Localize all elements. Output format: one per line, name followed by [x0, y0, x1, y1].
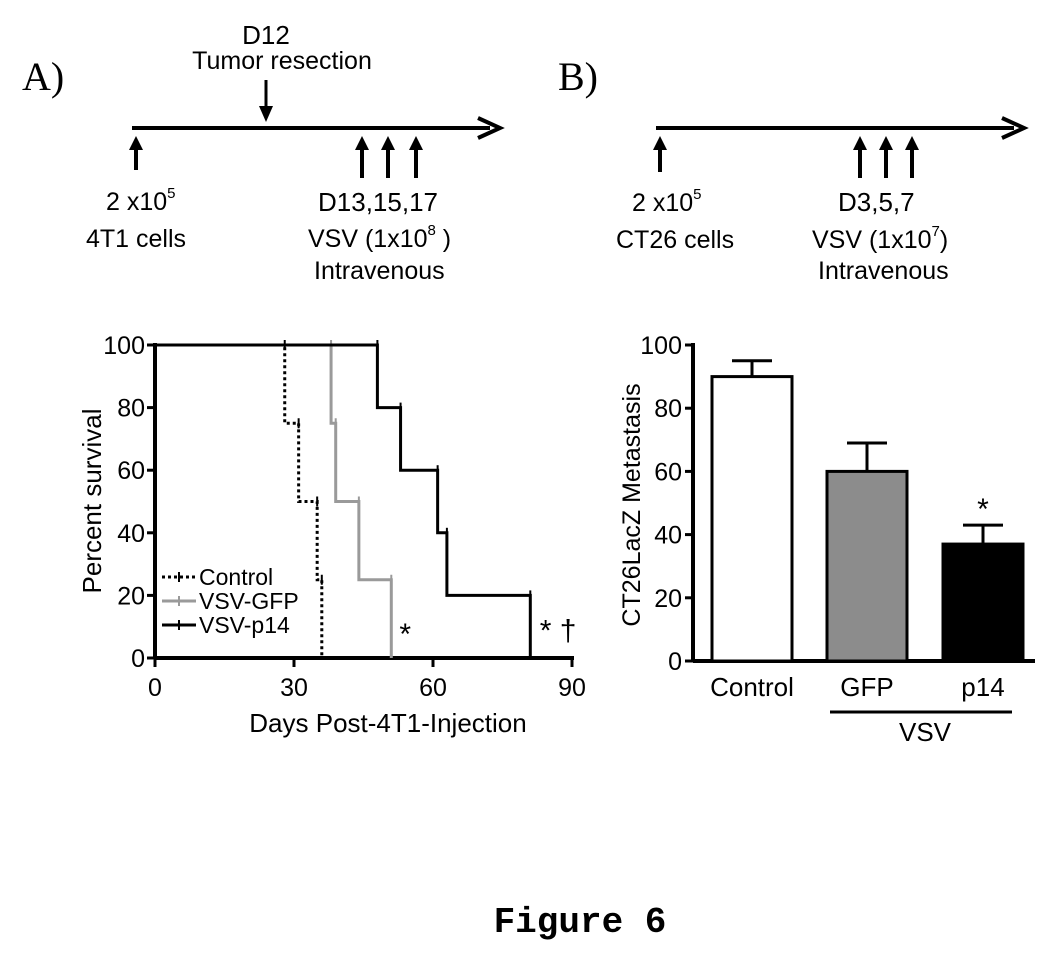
bar-y-tick-label: 40: [654, 522, 682, 550]
bar-category-label-gfp: GFP: [840, 672, 893, 702]
vsv-group-label: VSV: [899, 717, 952, 747]
bar-p14: [941, 542, 1025, 663]
timeline-b-route: Intravenous: [818, 257, 949, 285]
timeline-a-resection-arrowhead: [259, 106, 273, 122]
survival-y-tick-label: 100: [103, 332, 145, 360]
legend-label-vsv-p14: VSV-p14: [199, 612, 290, 638]
timeline-b-treat-arrowhead-3: [905, 136, 919, 150]
bar-control: [710, 375, 794, 663]
survival-chart: Percent survival Days Post-4T1-Injection…: [77, 332, 586, 738]
survival-x-tick-label: 0: [148, 674, 162, 702]
survival-x-axis-label: Days Post-4T1-Injection: [249, 708, 526, 738]
timeline-a-start-cells-line2: 4T1 cells: [86, 225, 186, 253]
timeline-a-top-event: Tumor resection: [192, 47, 372, 75]
timeline-b-treatment-days: D3,5,7: [838, 187, 915, 217]
bar-y-tick-label: 100: [640, 332, 682, 360]
panel-a-label: A): [22, 54, 64, 99]
timeline-b-start-arrowhead: [653, 136, 667, 150]
legend-label-control: Control: [199, 564, 273, 590]
legend-label-vsv-gfp: VSV-GFP: [199, 588, 299, 614]
survival-y-tick-label: 80: [117, 395, 145, 423]
survival-y-tick-label: 20: [117, 582, 145, 610]
metastasis-bar-chart: CT26LacZ Metastasis 0 20 40 60 80 100 Control…: [618, 332, 1035, 747]
timeline-b-start-cells: 2 x105: [632, 186, 702, 217]
bar-gfp: [825, 469, 909, 663]
survival-x-tick-label: 30: [280, 674, 308, 702]
survival-y-tick-label: 60: [117, 457, 145, 485]
timeline-b: 2 x105 CT26 cells D3,5,7 VSV (1x107) Int…: [616, 116, 1029, 285]
survival-x-tick-label: 60: [419, 674, 447, 702]
survival-x-tick-label: 90: [558, 674, 586, 702]
survival-line-control: [155, 343, 324, 658]
survival-y-axis-label: Percent survival: [77, 409, 107, 594]
survival-y-tick-label: 0: [131, 645, 145, 673]
bar-y-tick-label: 80: [654, 395, 682, 423]
timeline-a-top-day: D12: [242, 20, 290, 50]
survival-line-vsv-gfp: [155, 343, 393, 658]
panel-b-label: B): [558, 54, 598, 99]
survival-y-tick-label: 40: [117, 520, 145, 548]
timeline-b-treat-arrowhead-1: [853, 136, 867, 150]
bar-y-tick-label: 0: [668, 648, 682, 676]
timeline-a-treat-arrowhead-2: [381, 136, 395, 150]
timeline-a-start-arrowhead: [129, 136, 143, 150]
timeline-b-treat-arrowhead-2: [879, 136, 893, 150]
significance-marker: * †: [540, 615, 577, 648]
timeline-a-route: Intravenous: [314, 257, 445, 285]
bar-y-axis-label: CT26LacZ Metastasis: [618, 383, 646, 626]
timeline-a-treatment-days: D13,15,17: [318, 187, 438, 217]
timeline-a-treat-arrowhead-3: [409, 136, 423, 150]
figure-caption: Figure 6: [494, 902, 667, 943]
timeline-a: D12 Tumor resection 2 x105 4T1 cells D13…: [86, 20, 505, 285]
bar-category-label-p14: p14: [961, 672, 1004, 702]
timeline-a-treatment-dose: VSV (1x108 ): [308, 222, 451, 253]
timeline-b-treatment-dose: VSV (1x107): [812, 223, 948, 254]
bar-y-tick-label: 20: [654, 585, 682, 613]
bar-significance-marker: *: [977, 493, 989, 526]
timeline-a-treat-arrowhead-1: [355, 136, 369, 150]
bar-category-label-control: Control: [710, 672, 794, 702]
timeline-b-start-cells-line2: CT26 cells: [616, 226, 734, 254]
timeline-b-arrowhead: [1001, 116, 1029, 140]
bar-y-tick-label: 60: [654, 458, 682, 486]
timeline-a-start-cells: 2 x105: [106, 185, 176, 216]
timeline-a-arrowhead: [477, 116, 505, 140]
significance-marker: *: [399, 618, 411, 651]
